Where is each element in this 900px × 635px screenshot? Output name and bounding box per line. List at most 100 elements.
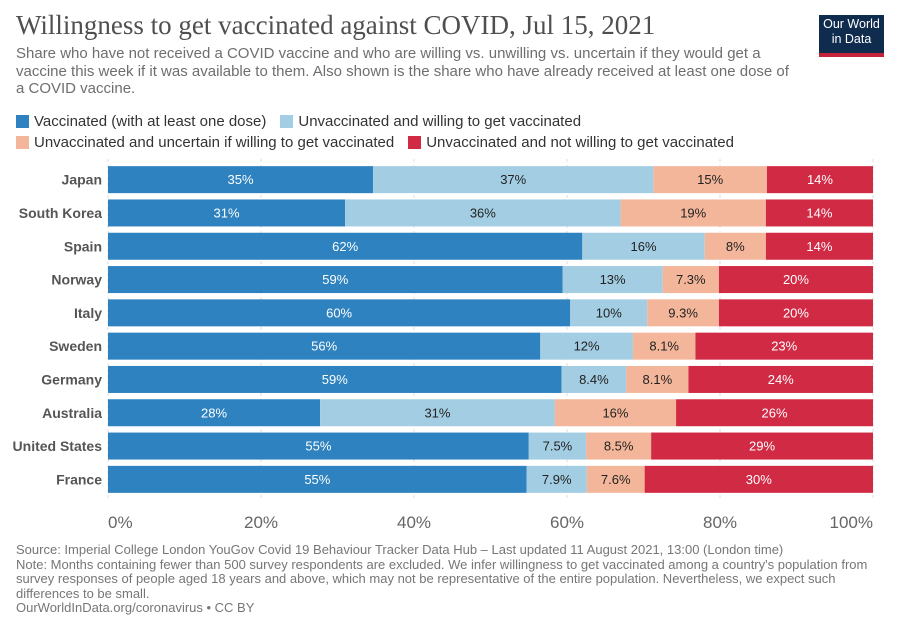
bar-segment bbox=[765, 199, 873, 227]
bar-segment bbox=[766, 166, 873, 194]
bar-segment bbox=[765, 232, 873, 260]
data-label: 19% bbox=[680, 205, 706, 220]
stacked-bar-chart: Japan 35% 37% 15% 14% South Korea 31% 36% 19% 14%… bbox=[13, 159, 874, 532]
data-label: 20% bbox=[783, 272, 809, 287]
legend-label: Unvaccinated and uncertain if willing to… bbox=[34, 134, 395, 151]
bar-segment bbox=[108, 332, 541, 360]
data-label: 7.3% bbox=[676, 272, 706, 287]
bar-segment bbox=[345, 199, 621, 227]
data-label: 37% bbox=[500, 172, 526, 187]
bar-segment bbox=[320, 399, 555, 427]
data-label: 30% bbox=[746, 472, 772, 487]
data-label: 9.3% bbox=[668, 305, 698, 320]
bar-segment bbox=[620, 199, 766, 227]
legend-swatch bbox=[16, 136, 29, 149]
bar-segment bbox=[373, 166, 654, 194]
data-label: 8% bbox=[726, 239, 745, 254]
legend-swatch bbox=[280, 115, 294, 128]
bar-segment bbox=[626, 365, 689, 393]
category-label: United States bbox=[13, 438, 103, 454]
bar-segment bbox=[695, 332, 873, 360]
bar-segment bbox=[561, 365, 627, 393]
bar-segment bbox=[108, 365, 562, 393]
data-label: 31% bbox=[214, 205, 240, 220]
data-label: 8.4% bbox=[579, 372, 609, 387]
data-label: 55% bbox=[305, 439, 331, 454]
credit-link[interactable]: OurWorldInData.org/coronavirus • CC BY bbox=[16, 600, 255, 615]
category-label: South Korea bbox=[19, 205, 102, 221]
data-label: 26% bbox=[762, 405, 788, 420]
category-label: Norway bbox=[51, 272, 102, 288]
data-label: 14% bbox=[806, 239, 832, 254]
legend-item-2[interactable]: Unvaccinated and uncertain if willing to… bbox=[16, 132, 394, 153]
bar-segment bbox=[108, 266, 563, 294]
data-label: 24% bbox=[768, 372, 794, 387]
bar-segment bbox=[644, 465, 873, 493]
category-label: Australia bbox=[42, 405, 102, 421]
legend-label: Unvaccinated and not willing to get vacc… bbox=[426, 134, 734, 151]
x-tick-label: 60% bbox=[550, 513, 584, 532]
legend-label: Vaccinated (with at least one dose) bbox=[34, 113, 267, 130]
x-tick-label: 0% bbox=[108, 513, 133, 532]
data-label: 31% bbox=[424, 405, 450, 420]
data-label: 28% bbox=[201, 405, 227, 420]
owid-logo[interactable]: Our World in Data bbox=[819, 15, 884, 57]
data-label: 7.9% bbox=[542, 472, 572, 487]
legend-swatch bbox=[16, 115, 29, 128]
chart-legend: Vaccinated (with at least one dose) Unvac… bbox=[16, 111, 886, 153]
category-label: Japan bbox=[62, 172, 102, 188]
data-label: 7.5% bbox=[543, 439, 573, 454]
bar-segment bbox=[108, 465, 527, 493]
bar-segment bbox=[540, 332, 633, 360]
data-label: 7.6% bbox=[601, 472, 631, 487]
bar-segment bbox=[586, 465, 645, 493]
data-label: 36% bbox=[470, 205, 496, 220]
bar-segment bbox=[632, 332, 696, 360]
category-label: Spain bbox=[64, 238, 102, 254]
data-label: 55% bbox=[304, 472, 330, 487]
data-label: 14% bbox=[806, 205, 832, 220]
data-label: 10% bbox=[596, 305, 622, 320]
legend-item-3[interactable]: Unvaccinated and not willing to get vacc… bbox=[408, 132, 734, 153]
data-label: 62% bbox=[332, 239, 358, 254]
x-tick-label: 20% bbox=[244, 513, 278, 532]
data-label: 60% bbox=[326, 305, 352, 320]
data-label: 12% bbox=[574, 339, 600, 354]
data-label: 20% bbox=[783, 305, 809, 320]
data-label: 56% bbox=[311, 339, 337, 354]
category-label: Italy bbox=[74, 305, 102, 321]
bar-segment bbox=[526, 465, 587, 493]
data-label: 16% bbox=[630, 239, 656, 254]
bar-segment bbox=[586, 432, 652, 460]
legend-item-1[interactable]: Unvaccinated and willing to get vaccinat… bbox=[280, 111, 581, 132]
bar-segment bbox=[718, 299, 873, 327]
data-label: 15% bbox=[697, 172, 723, 187]
x-tick-label: 40% bbox=[397, 513, 431, 532]
legend-item-0[interactable]: Vaccinated (with at least one dose) bbox=[16, 111, 266, 132]
data-label: 59% bbox=[322, 272, 348, 287]
bar-segment bbox=[647, 299, 719, 327]
category-label: France bbox=[56, 471, 102, 487]
data-label: 23% bbox=[771, 339, 797, 354]
bar-segment bbox=[676, 399, 873, 427]
legend-label: Unvaccinated and willing to get vaccinat… bbox=[298, 113, 582, 130]
data-label: 35% bbox=[228, 172, 254, 187]
bar-segment bbox=[108, 399, 321, 427]
chart-footer: Source: Imperial College London YouGov C… bbox=[16, 542, 886, 616]
data-label: 14% bbox=[807, 172, 833, 187]
bar-segment bbox=[108, 299, 571, 327]
legend-swatch bbox=[408, 136, 422, 149]
data-label: 8.1% bbox=[643, 372, 673, 387]
data-label: 59% bbox=[322, 372, 348, 387]
bar-segment bbox=[582, 232, 705, 260]
bar-segment bbox=[570, 299, 648, 327]
data-label: 13% bbox=[600, 272, 626, 287]
bar-segment bbox=[662, 266, 719, 294]
data-label: 8.1% bbox=[649, 339, 679, 354]
bar-segment bbox=[554, 399, 677, 427]
logo-line-2: in Data bbox=[831, 32, 872, 46]
bar-segment bbox=[108, 232, 583, 260]
bar-segment bbox=[718, 266, 873, 294]
category-label: Sweden bbox=[49, 338, 102, 354]
methodology-note: Note: Months containing fewer than 500 s… bbox=[16, 556, 868, 601]
